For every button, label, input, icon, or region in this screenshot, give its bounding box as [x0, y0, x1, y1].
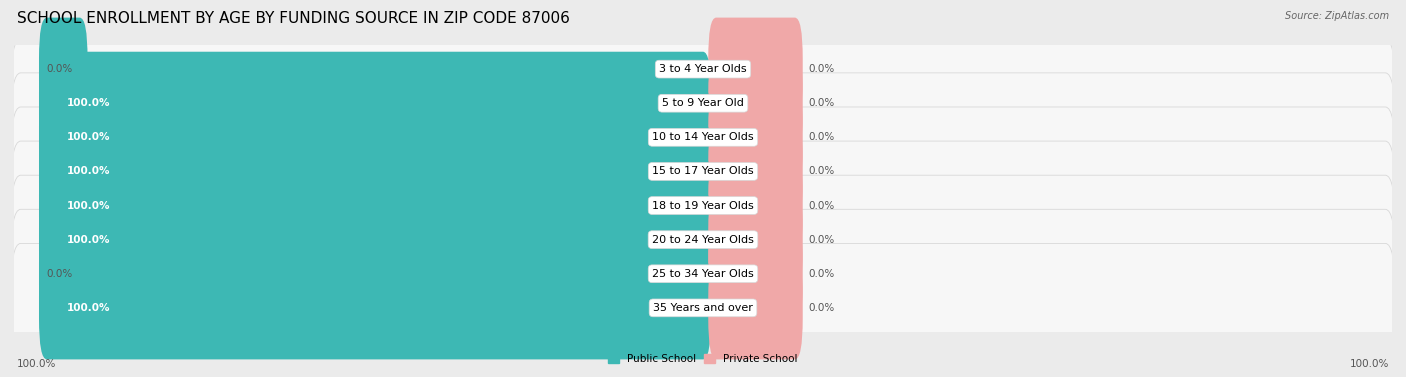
- Text: 0.0%: 0.0%: [808, 98, 834, 108]
- FancyBboxPatch shape: [11, 141, 1395, 270]
- Text: 18 to 19 Year Olds: 18 to 19 Year Olds: [652, 201, 754, 211]
- FancyBboxPatch shape: [11, 39, 1395, 168]
- Text: 0.0%: 0.0%: [808, 166, 834, 176]
- FancyBboxPatch shape: [39, 120, 711, 223]
- Text: 5 to 9 Year Old: 5 to 9 Year Old: [662, 98, 744, 108]
- FancyBboxPatch shape: [709, 86, 803, 189]
- Text: 0.0%: 0.0%: [808, 269, 834, 279]
- Text: 100.0%: 100.0%: [66, 303, 110, 313]
- FancyBboxPatch shape: [39, 256, 711, 359]
- FancyBboxPatch shape: [709, 256, 803, 359]
- Text: 0.0%: 0.0%: [46, 269, 73, 279]
- FancyBboxPatch shape: [11, 5, 1395, 133]
- Text: 3 to 4 Year Olds: 3 to 4 Year Olds: [659, 64, 747, 74]
- FancyBboxPatch shape: [709, 120, 803, 223]
- FancyBboxPatch shape: [11, 244, 1395, 372]
- FancyBboxPatch shape: [709, 154, 803, 257]
- Text: 35 Years and over: 35 Years and over: [652, 303, 754, 313]
- Text: 100.0%: 100.0%: [66, 132, 110, 143]
- Text: 10 to 14 Year Olds: 10 to 14 Year Olds: [652, 132, 754, 143]
- Text: 100.0%: 100.0%: [17, 359, 56, 369]
- FancyBboxPatch shape: [11, 209, 1395, 338]
- Text: 100.0%: 100.0%: [66, 166, 110, 176]
- Text: 0.0%: 0.0%: [808, 303, 834, 313]
- FancyBboxPatch shape: [11, 175, 1395, 304]
- FancyBboxPatch shape: [39, 86, 711, 189]
- FancyBboxPatch shape: [39, 188, 711, 291]
- Text: 100.0%: 100.0%: [66, 234, 110, 245]
- FancyBboxPatch shape: [39, 154, 711, 257]
- Text: 0.0%: 0.0%: [808, 234, 834, 245]
- FancyBboxPatch shape: [39, 18, 87, 121]
- FancyBboxPatch shape: [709, 18, 803, 121]
- Text: 0.0%: 0.0%: [46, 64, 73, 74]
- Text: 100.0%: 100.0%: [66, 201, 110, 211]
- Text: SCHOOL ENROLLMENT BY AGE BY FUNDING SOURCE IN ZIP CODE 87006: SCHOOL ENROLLMENT BY AGE BY FUNDING SOUR…: [17, 11, 569, 26]
- FancyBboxPatch shape: [709, 52, 803, 155]
- FancyBboxPatch shape: [39, 222, 87, 325]
- FancyBboxPatch shape: [11, 107, 1395, 236]
- FancyBboxPatch shape: [39, 52, 711, 155]
- Text: 20 to 24 Year Olds: 20 to 24 Year Olds: [652, 234, 754, 245]
- Text: Source: ZipAtlas.com: Source: ZipAtlas.com: [1285, 11, 1389, 21]
- Text: 0.0%: 0.0%: [808, 201, 834, 211]
- Text: 100.0%: 100.0%: [66, 98, 110, 108]
- Text: 15 to 17 Year Olds: 15 to 17 Year Olds: [652, 166, 754, 176]
- Text: 0.0%: 0.0%: [808, 64, 834, 74]
- FancyBboxPatch shape: [709, 222, 803, 325]
- Text: 100.0%: 100.0%: [1350, 359, 1389, 369]
- FancyBboxPatch shape: [11, 73, 1395, 202]
- Text: 0.0%: 0.0%: [808, 132, 834, 143]
- FancyBboxPatch shape: [709, 188, 803, 291]
- Legend: Public School, Private School: Public School, Private School: [605, 350, 801, 368]
- Text: 25 to 34 Year Olds: 25 to 34 Year Olds: [652, 269, 754, 279]
